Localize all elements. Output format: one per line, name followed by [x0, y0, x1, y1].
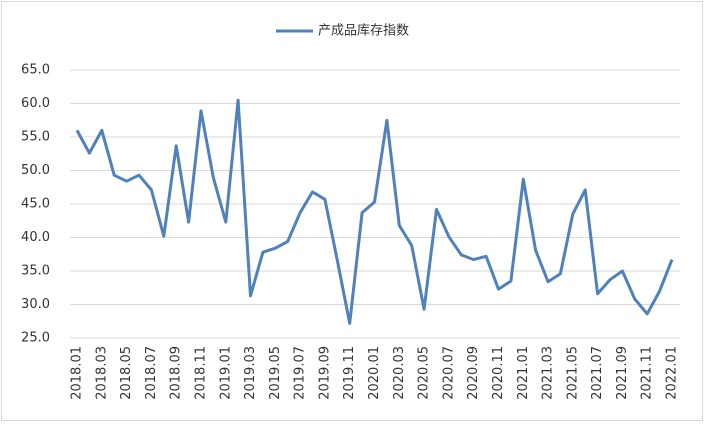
x-tick-label: 2018.03 [94, 346, 109, 400]
x-tick-label: 2021.05 [565, 346, 580, 400]
x-tick-label: 2022.01 [665, 346, 680, 400]
x-tick-label: 2021.07 [590, 346, 605, 400]
x-tick-label: 2020.03 [392, 346, 407, 400]
x-tick-label: 2018.11 [193, 346, 208, 400]
y-tick-label: 60.0 [21, 96, 50, 111]
x-tick-label: 2021.03 [541, 346, 556, 400]
y-tick-label: 65.0 [21, 63, 50, 78]
x-tick-label: 2020.05 [417, 346, 432, 400]
x-tick-label: 2020.09 [466, 346, 481, 400]
x-tick-label: 2021.11 [640, 346, 655, 400]
x-tick-label: 2019.01 [218, 346, 233, 400]
x-tick-label: 2018.01 [70, 346, 85, 400]
x-tick-label: 2018.09 [169, 346, 184, 400]
x-tick-label: 2018.07 [144, 346, 159, 400]
y-tick-label: 50.0 [21, 163, 50, 178]
y-tick-label: 45.0 [21, 197, 50, 212]
x-tick-label: 2021.09 [615, 346, 630, 400]
y-tick-label: 25.0 [21, 331, 50, 346]
y-tick-label: 35.0 [21, 264, 50, 279]
x-tick-label: 2020.07 [441, 346, 456, 400]
data-line [75, 98, 674, 325]
x-tick-label: 2019.03 [243, 346, 258, 400]
y-tick-label: 55.0 [21, 130, 50, 145]
y-tick-label: 30.0 [21, 297, 50, 312]
x-tick-label: 2019.05 [268, 346, 283, 400]
x-tick-label: 2019.07 [293, 346, 308, 400]
x-tick-label: 2018.05 [119, 346, 134, 400]
x-tick-label: 2019.09 [317, 346, 332, 400]
x-tick-label: 2020.01 [367, 346, 382, 400]
x-tick-label: 2021.01 [516, 346, 531, 400]
y-tick-label: 40.0 [21, 230, 50, 245]
x-tick-label: 2019.11 [342, 346, 357, 400]
x-tick-label: 2020.11 [491, 346, 506, 400]
legend-label: 产成品库存指数 [318, 23, 409, 39]
